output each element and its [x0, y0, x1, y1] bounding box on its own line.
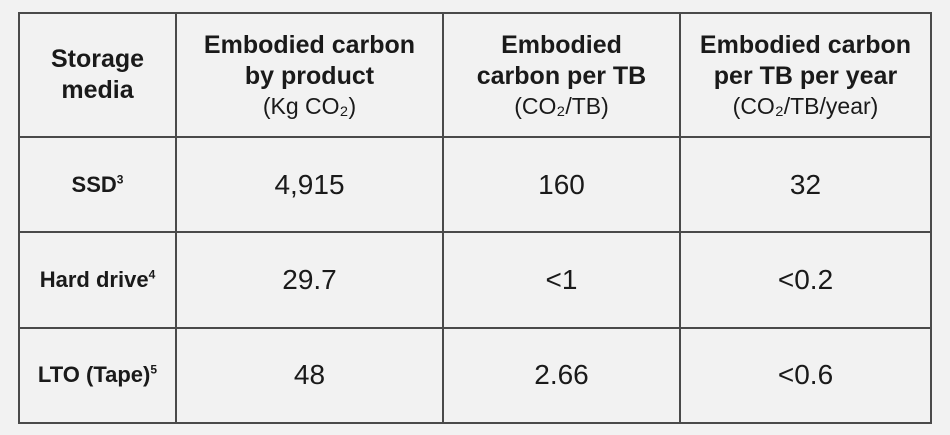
header-unit: (CO₂/TB/year)	[732, 93, 879, 119]
header-line: carbon per TB	[476, 62, 647, 90]
row-label-cell: Hard drive4	[18, 231, 177, 329]
table-row-lto-tape: LTO (Tape)5 48 2.66 <0.6	[18, 326, 932, 425]
header-line: by product	[244, 62, 375, 90]
header-line: Embodied carbon	[699, 31, 912, 59]
table-cell: 48	[175, 326, 444, 425]
header-line: Embodied	[501, 31, 622, 59]
table-cell: 29.7	[175, 231, 444, 329]
table-row-hard-drive: Hard drive4 29.7 <1 <0.2	[18, 231, 932, 329]
footnote-marker: 3	[116, 172, 124, 187]
header-line: Embodied carbon	[203, 31, 416, 59]
header-row: Storage media Embodied carbon by product…	[18, 12, 932, 138]
embodied-carbon-table: Storage media Embodied carbon by product…	[18, 12, 932, 425]
table-row-ssd: SSD3 4,915 160 32	[18, 135, 932, 234]
carbon-table-container: Storage media Embodied carbon by product…	[18, 12, 932, 425]
row-label: SSD	[71, 171, 117, 197]
header-unit: (CO₂/TB)	[514, 93, 609, 119]
footnote-marker: 4	[148, 267, 156, 282]
header-storage-media: Storage media	[18, 12, 177, 138]
table-cell: <0.2	[679, 231, 932, 329]
header-line: Storage	[50, 45, 145, 73]
table-cell: <1	[442, 231, 681, 329]
header-embodied-carbon-per-tb-per-year: Embodied carbon per TB per year (CO₂/TB/…	[679, 12, 932, 138]
header-embodied-carbon-per-tb: Embodied carbon per TB (CO₂/TB)	[442, 12, 681, 138]
table-cell: 32	[679, 135, 932, 234]
header-line: per TB per year	[713, 62, 898, 90]
table-cell: 160	[442, 135, 681, 234]
header-embodied-carbon-by-product: Embodied carbon by product (Kg CO₂)	[175, 12, 444, 138]
row-label-cell: SSD3	[18, 135, 177, 234]
table-cell: 2.66	[442, 326, 681, 425]
row-label: Hard drive	[39, 266, 149, 292]
row-label: LTO (Tape)	[37, 362, 151, 388]
table-cell: 4,915	[175, 135, 444, 234]
header-unit: (Kg CO₂)	[262, 93, 357, 119]
row-label-cell: LTO (Tape)5	[18, 326, 177, 425]
header-line: media	[61, 76, 134, 104]
table-cell: <0.6	[679, 326, 932, 425]
footnote-marker: 5	[150, 363, 158, 377]
